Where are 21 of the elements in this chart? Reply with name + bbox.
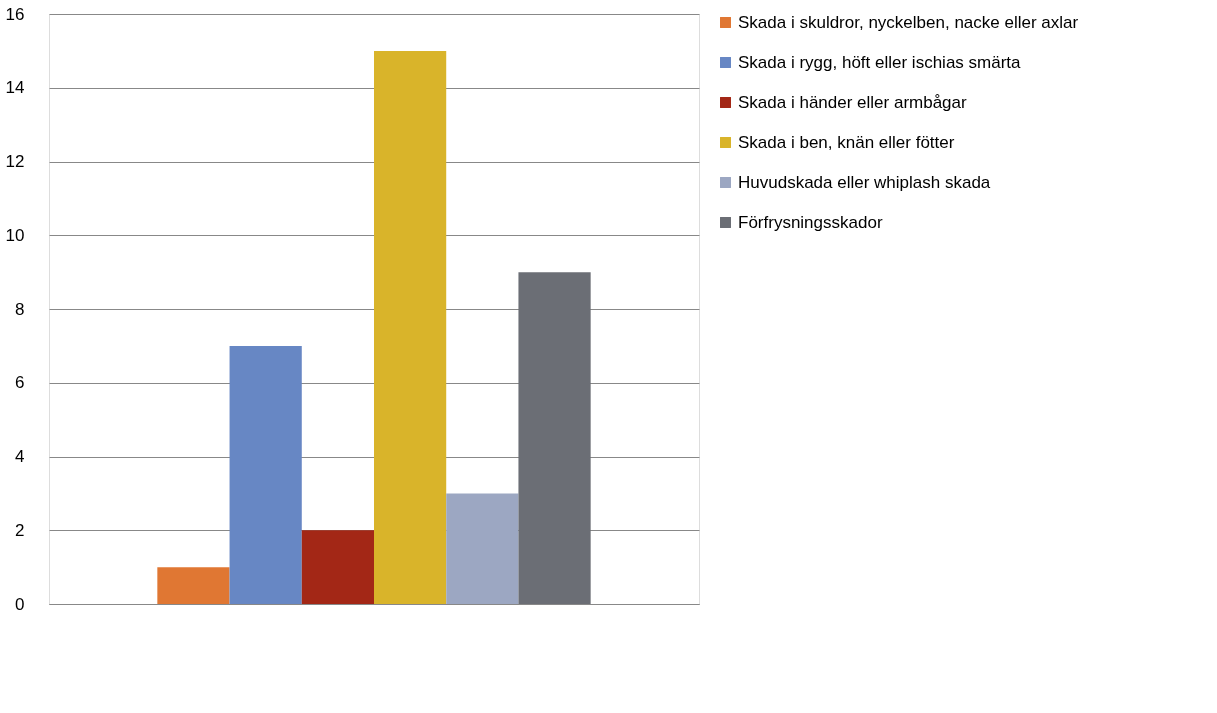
y-tick-label: 8 [15, 299, 25, 319]
y-tick-label: 4 [15, 447, 25, 466]
y-tick-label: 12 [5, 152, 25, 171]
y-tick-label: 14 [5, 78, 25, 98]
legend-label: Skada i rygg, höft eller ischias smärta [738, 52, 1022, 72]
legend-label: Skada i händer eller armbågar [738, 92, 968, 112]
y-tick-label: 10 [5, 225, 25, 245]
y-tick-label: 6 [15, 373, 25, 393]
bar [157, 567, 230, 604]
bar [374, 50, 447, 604]
bar [518, 272, 591, 604]
legend-label: Förfrysningsskador [738, 212, 883, 232]
y-tick-label: 2 [15, 520, 25, 540]
bar [229, 345, 302, 604]
legend-label: Huvudskada eller whiplash skada [738, 172, 991, 192]
y-tick-label: 0 [15, 594, 25, 614]
legend-label: Skada i skuldror, nyckelben, nacke eller axlar [738, 12, 1079, 32]
legend-label: Skada i ben, knän eller fötter [738, 132, 955, 152]
y-tick-label: 16 [5, 4, 25, 24]
bar [446, 493, 519, 604]
bar [301, 530, 374, 604]
